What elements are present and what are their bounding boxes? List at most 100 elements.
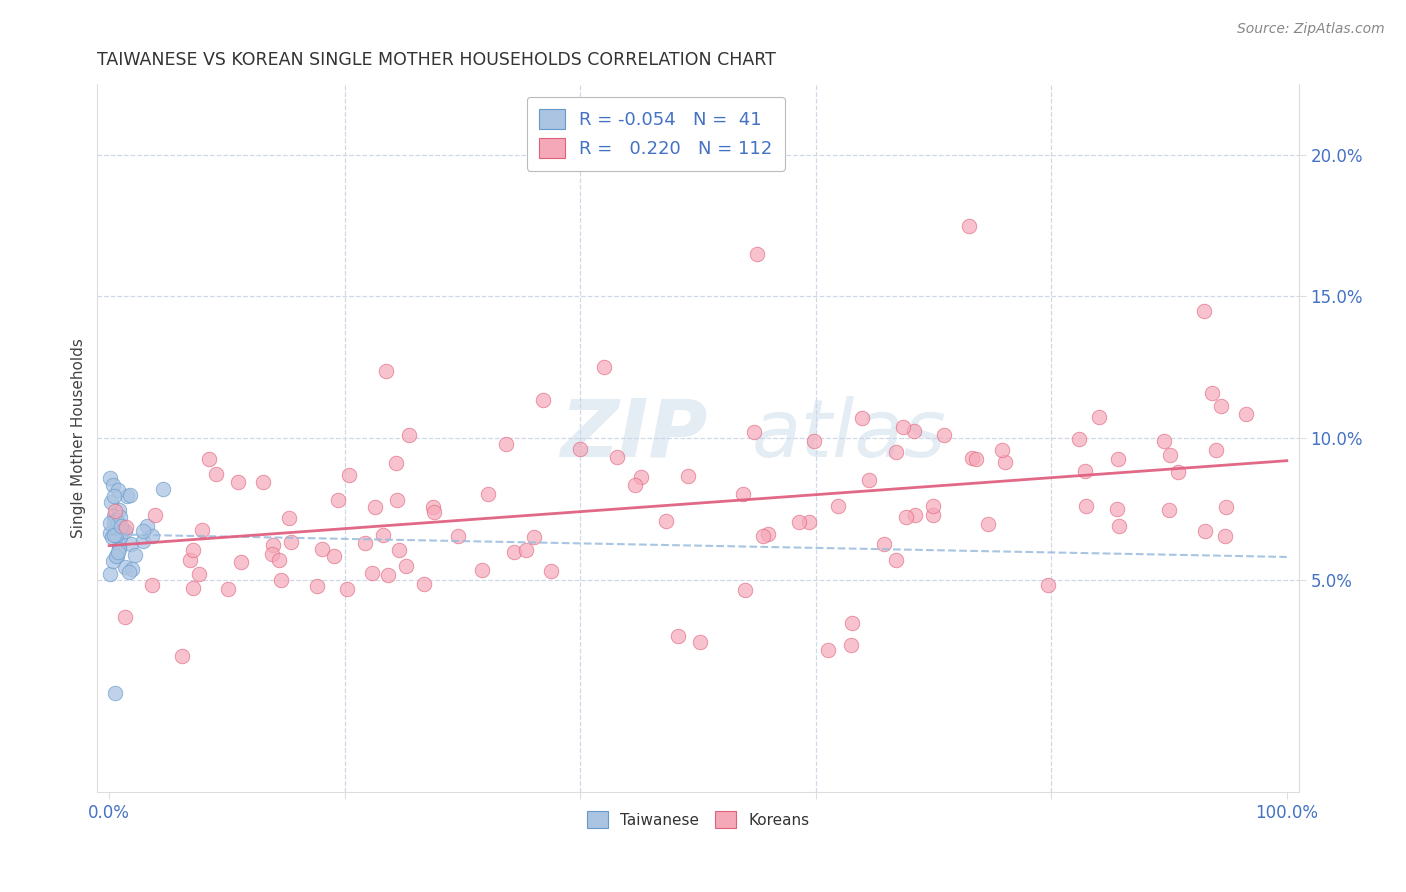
- Point: [1107, 452, 1129, 467]
- Point: [742, 425, 765, 439]
- Point: [523, 530, 546, 544]
- Point: [103, 508, 125, 523]
- Point: [152, 482, 174, 496]
- Point: [841, 615, 863, 630]
- Legend: Taiwanese, Koreans: Taiwanese, Koreans: [581, 805, 815, 834]
- Point: [1213, 529, 1236, 543]
- Point: [107, 545, 129, 559]
- Point: [666, 629, 689, 643]
- Point: [361, 566, 384, 581]
- Point: [114, 524, 136, 538]
- Point: [104, 513, 127, 527]
- Point: [110, 519, 132, 533]
- Point: [1234, 407, 1257, 421]
- Point: [1108, 519, 1130, 533]
- Point: [101, 554, 124, 568]
- Point: [1105, 502, 1128, 516]
- Point: [101, 530, 124, 544]
- Point: [108, 502, 131, 516]
- Point: [121, 562, 143, 576]
- Point: [1194, 303, 1216, 318]
- Point: [136, 519, 159, 533]
- Point: [932, 427, 955, 442]
- Point: [1074, 464, 1097, 478]
- Point: [226, 475, 249, 489]
- Point: [477, 487, 499, 501]
- Point: [734, 582, 756, 597]
- Point: [891, 420, 914, 434]
- Point: [98, 471, 121, 485]
- Y-axis label: Single Mother Households: Single Mother Households: [72, 338, 86, 538]
- Point: [884, 445, 907, 459]
- Point: [141, 529, 163, 543]
- Point: [787, 515, 810, 529]
- Point: [655, 514, 678, 528]
- Point: [280, 534, 302, 549]
- Point: [1167, 465, 1189, 479]
- Point: [1201, 385, 1223, 400]
- Point: [872, 537, 894, 551]
- Point: [921, 499, 943, 513]
- Point: [104, 686, 127, 700]
- Point: [1194, 524, 1216, 538]
- Point: [114, 520, 136, 534]
- Point: [904, 508, 927, 523]
- Point: [676, 469, 699, 483]
- Point: [994, 455, 1017, 469]
- Point: [377, 567, 399, 582]
- Point: [172, 648, 194, 663]
- Point: [515, 543, 537, 558]
- Point: [108, 539, 131, 553]
- Point: [375, 364, 398, 378]
- Point: [894, 510, 917, 524]
- Point: [101, 478, 124, 492]
- Point: [118, 488, 141, 502]
- Point: [132, 533, 155, 548]
- Point: [181, 581, 204, 595]
- Point: [991, 443, 1014, 458]
- Point: [803, 434, 825, 449]
- Point: [1157, 503, 1180, 517]
- Point: [104, 504, 127, 518]
- Point: [569, 442, 592, 456]
- Point: [104, 528, 127, 542]
- Point: [270, 573, 292, 587]
- Point: [398, 428, 420, 442]
- Point: [98, 525, 121, 540]
- Point: [335, 582, 357, 596]
- Point: [1209, 399, 1232, 413]
- Point: [839, 638, 862, 652]
- Point: [495, 437, 517, 451]
- Point: [799, 516, 821, 530]
- Point: [471, 563, 494, 577]
- Point: [132, 524, 155, 538]
- Point: [1088, 409, 1111, 424]
- Point: [630, 469, 652, 483]
- Point: [1038, 578, 1060, 592]
- Point: [187, 566, 209, 581]
- Point: [326, 493, 349, 508]
- Point: [731, 487, 754, 501]
- Point: [884, 553, 907, 567]
- Point: [921, 508, 943, 522]
- Point: [423, 505, 446, 519]
- Point: [143, 508, 166, 522]
- Point: [179, 553, 201, 567]
- Point: [100, 494, 122, 508]
- Point: [305, 579, 328, 593]
- Point: [858, 473, 880, 487]
- Point: [262, 538, 284, 552]
- Point: [354, 536, 377, 550]
- Point: [503, 545, 526, 559]
- Point: [181, 542, 204, 557]
- Point: [103, 489, 125, 503]
- Point: [1215, 500, 1237, 514]
- Point: [105, 549, 128, 563]
- Point: [278, 511, 301, 525]
- Point: [1205, 443, 1227, 458]
- Point: [98, 566, 121, 581]
- Point: [531, 392, 554, 407]
- Point: [413, 577, 436, 591]
- Point: [447, 529, 470, 543]
- Point: [217, 582, 239, 597]
